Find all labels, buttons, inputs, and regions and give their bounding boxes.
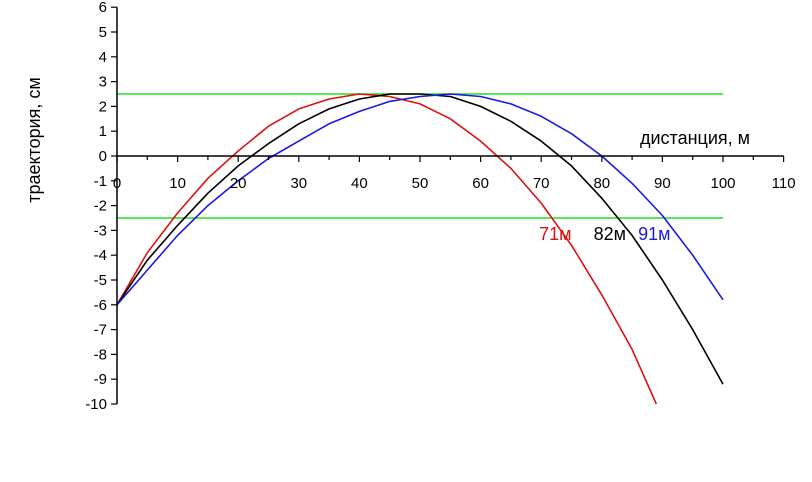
series-line-2 [116,93,724,385]
series-labels: 71м 82м 91м [539,224,670,244]
y-tick-label: -3 [94,222,107,239]
series-line-1 [116,93,658,405]
x-tick-label: 20 [230,175,247,192]
tick-labels: 0 10 20 30 40 50 60 70 80 90 100 110-10-9-8-7-6-5-4… [85,0,795,413]
series-label-3: 91м [638,224,670,244]
y-tick-label: 1 [99,123,107,140]
x-tick-label: 50 [412,175,429,192]
x-tick-label: 70 [533,175,550,192]
y-tick-label: -6 [94,297,107,314]
y-axis-title: траектория, см [24,77,44,203]
x-tick-label: 80 [593,175,610,192]
y-tick-label: -1 [94,173,107,190]
y-tick-label: 5 [99,24,107,41]
x-tick-label: 0 [113,175,121,192]
series-label-1: 71м [539,224,571,244]
y-tick-label: 0 [99,148,107,165]
x-tick-label: 40 [351,175,368,192]
y-tick-label: -10 [85,396,107,413]
y-tick-label: 3 [99,74,107,91]
series-line-3 [116,93,724,306]
y-tick-label: 2 [99,98,107,115]
series-label-2: 82м [594,224,626,244]
x-tick-label: 110 [772,175,796,192]
y-tick-label: -8 [94,346,107,363]
y-tick-label: -9 [94,371,107,388]
y-tick-label: 4 [99,49,107,66]
tick-marks [111,6,785,405]
y-tick-label: -7 [94,322,107,339]
plot-area [116,93,724,405]
x-tick-label: 60 [472,175,489,192]
y-tick-label: 6 [99,0,107,16]
y-tick-label: -2 [94,198,107,215]
x-axis-title: дистанция, м [640,128,750,148]
y-tick-label: -5 [94,272,107,289]
y-tick-label: -4 [94,247,107,264]
x-tick-label: 10 [169,175,186,192]
x-tick-label: 90 [654,175,671,192]
x-tick-label: 30 [290,175,307,192]
axes [116,7,784,404]
x-tick-label: 100 [710,175,735,192]
